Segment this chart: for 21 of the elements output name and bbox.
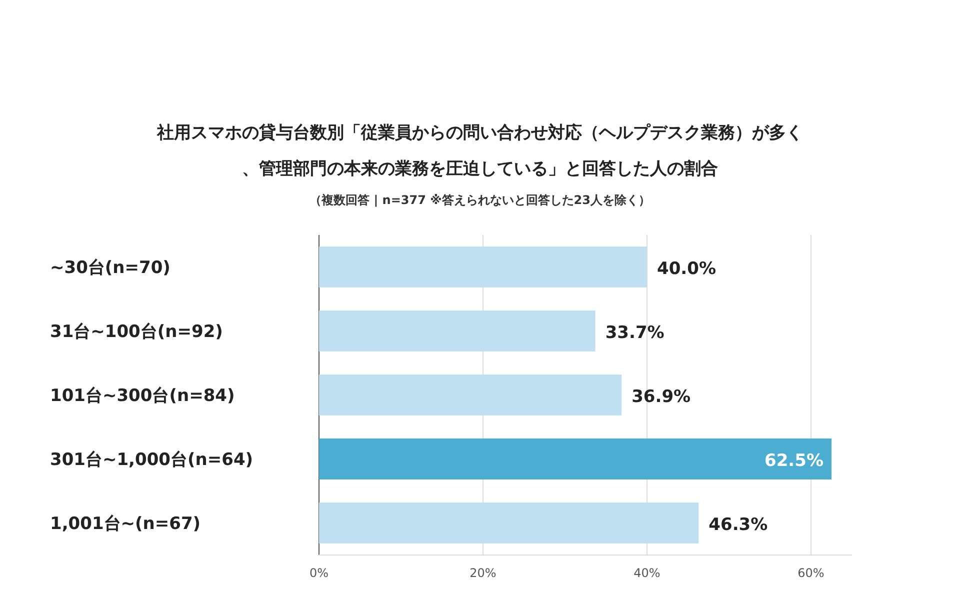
y-tick-label: 31台~100台(n=92) (50, 322, 223, 342)
data-label: 40.0% (657, 259, 716, 279)
y-tick-label: 1,001台~(n=67) (50, 514, 201, 534)
y-tick-label: ~30台(n=70) (50, 258, 170, 278)
y-tick-label: 101台~300台(n=84) (50, 386, 235, 406)
bar (319, 310, 596, 352)
bar (319, 438, 832, 480)
chart-subtitle: （複数回答 | n=377 ※答えられないと回答した23人を除く） (310, 193, 650, 207)
data-label: 46.3% (708, 515, 768, 535)
x-tick-label: 20% (470, 566, 496, 580)
x-tick-label: 40% (634, 566, 660, 580)
data-label: 33.7% (605, 323, 664, 343)
y-tick-label: 301台~1,000台(n=64) (50, 450, 254, 470)
bar (319, 374, 622, 416)
bar (319, 246, 647, 288)
x-tick-label: 60% (798, 566, 824, 580)
chart-title: 社用スマホの貸与台数別「従業員からの問い合わせ対応（ヘルプデスク業務）が多く、管理部門の本来の業務を圧迫している」と回答した人の割合 (156, 123, 803, 179)
data-label: 62.5% (764, 451, 824, 471)
x-tick-label: 0% (309, 566, 329, 580)
data-label: 36.9% (632, 387, 691, 407)
bar (319, 502, 699, 544)
